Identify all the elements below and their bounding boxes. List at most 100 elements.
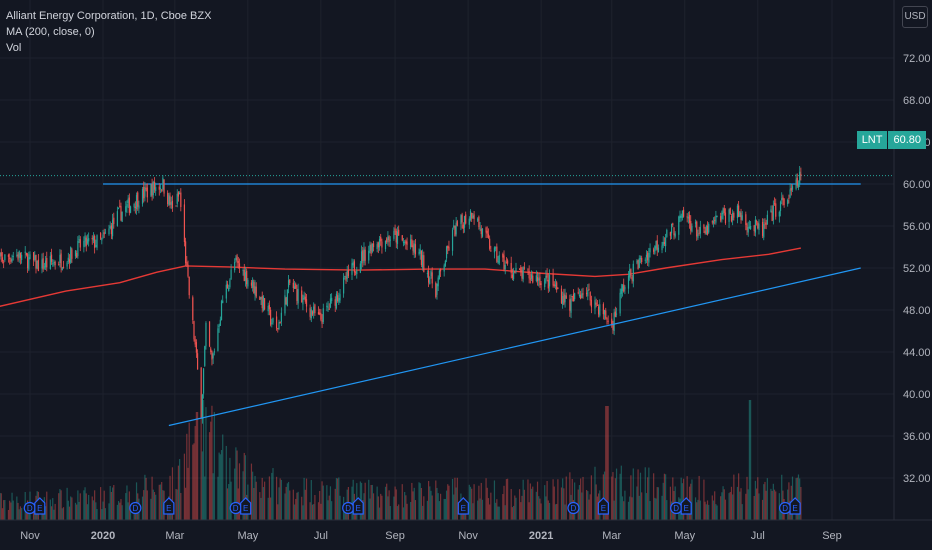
volume-bar <box>631 497 633 520</box>
candle-body <box>137 192 139 207</box>
ma-indicator-label[interactable]: MA (200, close, 0) <box>6 26 95 38</box>
candle-body <box>761 222 764 236</box>
candle-body <box>376 244 378 250</box>
volume-bar <box>150 498 152 520</box>
candle-body <box>108 228 110 235</box>
earnings-marker[interactable]: E <box>680 497 692 515</box>
svg-text:D: D <box>782 504 788 513</box>
volume-bar <box>278 487 280 520</box>
volume-bar <box>514 495 516 520</box>
candle-body <box>603 310 606 315</box>
time-tick-label: Mar <box>602 530 621 542</box>
candle-body <box>388 236 390 243</box>
volume-bar <box>188 422 190 520</box>
candle-body <box>738 205 740 217</box>
volume-bar <box>758 493 760 520</box>
candle-body <box>74 250 77 257</box>
volume-bar <box>287 481 290 520</box>
volume-bar <box>740 488 742 520</box>
volume-bar <box>289 490 291 520</box>
volume-bar <box>588 499 590 520</box>
candle-body <box>495 247 497 249</box>
candle-body <box>447 245 449 249</box>
candle-body <box>110 225 112 235</box>
candle-body <box>572 294 575 302</box>
volume-bar <box>217 476 219 520</box>
candle-body <box>720 216 722 221</box>
candle-body <box>553 284 555 286</box>
volume-bar <box>428 480 430 520</box>
candle-body <box>569 299 571 311</box>
candle-body <box>782 196 784 200</box>
candle-body <box>478 216 480 228</box>
earnings-marker[interactable]: E <box>352 497 364 515</box>
volume-bar <box>605 406 607 520</box>
dividend-marker[interactable]: D <box>129 501 142 515</box>
volume-bar <box>234 468 236 520</box>
volume-bar <box>205 407 207 520</box>
candle-body <box>606 318 608 320</box>
dividend-marker[interactable]: D <box>779 501 792 515</box>
candle-body <box>771 211 773 221</box>
time-tick-label: May <box>674 530 695 542</box>
volume-bar <box>50 506 53 520</box>
volume-indicator-label[interactable]: Vol <box>6 42 22 54</box>
candle-body <box>143 186 145 199</box>
candle-body <box>169 196 171 205</box>
volume-bar <box>279 478 281 520</box>
volume-bar <box>648 467 650 520</box>
candle-body <box>109 226 111 228</box>
dividend-marker[interactable]: D <box>670 501 683 515</box>
volume-bar <box>672 477 674 520</box>
volume-bar <box>607 406 609 520</box>
time-axis[interactable] <box>0 520 932 550</box>
volume-bar <box>25 509 28 520</box>
earnings-marker[interactable]: E <box>789 497 801 515</box>
dividend-marker[interactable]: D <box>342 501 355 515</box>
volume-bar <box>553 486 555 520</box>
candle-body <box>661 245 663 251</box>
volume-bar <box>712 500 715 520</box>
price-tick-label: 56.00 <box>903 221 931 233</box>
candle-body <box>293 286 296 289</box>
volume-bar <box>455 487 457 520</box>
earnings-marker[interactable]: E <box>457 497 469 515</box>
volume-bar <box>666 500 668 520</box>
candle-body <box>418 252 420 254</box>
volume-bar <box>10 502 12 520</box>
candle-body <box>270 309 272 325</box>
volume-bar <box>117 501 120 520</box>
support-trendline[interactable] <box>168 267 861 427</box>
volume-bar <box>556 503 558 520</box>
candle-body <box>507 260 509 264</box>
price-axis[interactable] <box>894 0 932 520</box>
earnings-marker[interactable]: E <box>240 497 252 515</box>
candle-body <box>554 284 557 287</box>
candle-body <box>161 189 163 191</box>
earnings-marker[interactable]: E <box>597 497 609 515</box>
volume-bar <box>200 419 202 520</box>
volume-bar <box>512 505 515 520</box>
candle-body <box>145 188 147 190</box>
earnings-marker[interactable]: E <box>34 497 46 515</box>
symbol-title[interactable]: Alliant Energy Corporation, 1D, Cboe BZX <box>6 10 212 22</box>
candle-body <box>284 295 286 314</box>
volume-bar <box>101 509 103 520</box>
currency-label[interactable]: USD <box>902 6 928 28</box>
dividend-marker[interactable]: D <box>567 501 580 515</box>
candle-body <box>292 282 294 289</box>
candle-body <box>722 208 724 215</box>
dividend-marker[interactable]: D <box>23 501 36 515</box>
candle-body <box>9 257 11 259</box>
candle-body <box>389 239 391 241</box>
volume-bar <box>546 480 548 520</box>
dividend-marker[interactable]: D <box>229 501 242 515</box>
volume-bar <box>796 477 798 520</box>
volume-bar <box>84 487 86 520</box>
candle-body <box>28 257 30 270</box>
volume-bar <box>436 487 438 520</box>
earnings-marker[interactable]: E <box>163 497 175 515</box>
volume-bar <box>729 491 731 520</box>
